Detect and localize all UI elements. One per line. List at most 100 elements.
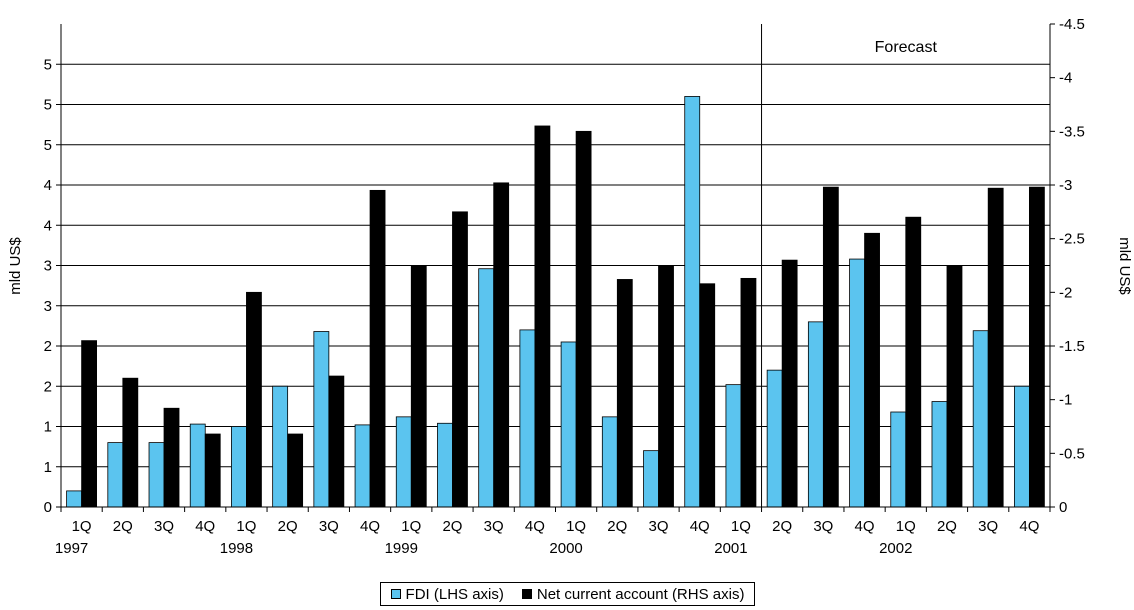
bar-fdi (849, 258, 865, 508)
bar-net-current-account (328, 375, 345, 508)
right-tick-label: -1 (1059, 392, 1072, 409)
bar-net-current-account (575, 130, 592, 508)
quarter-label: 4Q (525, 518, 545, 535)
bar-net-current-account (616, 279, 633, 508)
quarter-label: 2Q (772, 518, 792, 535)
bar-fdi (684, 96, 701, 508)
bar-fdi (66, 490, 83, 508)
bar-net-current-account (122, 377, 139, 508)
right-tick-label: -2 (1059, 284, 1072, 301)
quarter-label: 3Q (978, 518, 998, 535)
bar-net-current-account (246, 291, 262, 508)
right-tick-label: -2.5 (1059, 231, 1085, 248)
bar-fdi (725, 384, 742, 508)
bar-fdi (931, 401, 948, 508)
bar-net-current-account (987, 187, 1004, 508)
left-tick-label: 1 (44, 459, 52, 476)
gridlines (61, 63, 1050, 468)
right-tick-label: -4.5 (1059, 16, 1085, 33)
quarter-label: 1Q (236, 518, 256, 535)
bar-fdi (107, 442, 124, 508)
quarter-label: 4Q (360, 518, 380, 535)
quarter-label: 1Q (896, 518, 916, 535)
year-label: 1997 (55, 540, 88, 557)
left-axis-ticks: 0 1 1 2 2 3 3 4 4 5 5 5 (44, 56, 61, 516)
bar-fdi (354, 424, 371, 508)
bars (66, 96, 1045, 508)
right-tick-label: -4 (1059, 70, 1072, 87)
bar-net-current-account (740, 277, 757, 508)
left-tick-label: 5 (44, 137, 52, 154)
left-tick-label: 0 (44, 499, 52, 516)
quarter-label: 2Q (278, 518, 298, 535)
bar-net-current-account (946, 265, 963, 508)
quarter-label: 4Q (195, 518, 215, 535)
legend: FDI (LHS axis) Net current account (RHS … (380, 582, 755, 606)
bar-net-current-account (204, 433, 221, 508)
bar-net-current-account (658, 265, 674, 508)
bar-net-current-account (905, 216, 922, 508)
legend-item-fdi: FDI (LHS axis) (390, 586, 504, 603)
bar-fdi (807, 321, 824, 508)
bar-fdi (890, 411, 907, 508)
quarter-label: 3Q (319, 518, 339, 535)
left-tick-label: 2 (44, 378, 52, 395)
quarter-label: 1Q (401, 518, 421, 535)
bar-net-current-account (822, 186, 839, 508)
quarter-label: 1Q (72, 518, 92, 535)
legend-label-net-current-account: Net current account (RHS axis) (536, 585, 745, 603)
right-tick-label: -3 (1059, 177, 1072, 194)
quarter-label: 4Q (855, 518, 875, 535)
x-axis-ticks: 1Q 2Q 3Q 4Q 1Q 2Q 3Q 4Q 1Q 2Q 3Q 4Q 1Q 2Q 3Q 4Q 1Q 2Q 3Q 4Q… (55, 507, 1051, 557)
left-tick-label: 3 (44, 258, 52, 275)
quarter-label: 3Q (649, 518, 669, 535)
quarter-label: 2Q (937, 518, 957, 535)
bar-fdi (972, 330, 989, 508)
left-tick-label: 4 (44, 217, 52, 234)
bar-net-current-account (163, 407, 180, 508)
quarter-label: 2Q (113, 518, 133, 535)
right-axis-label: mld US$ (1116, 237, 1133, 295)
left-tick-label: 4 (44, 177, 52, 194)
bar-fdi (313, 331, 330, 508)
quarter-label: 3Q (813, 518, 833, 535)
bar-fdi (231, 426, 247, 508)
bar-fdi (643, 450, 659, 508)
bar-net-current-account (699, 283, 716, 508)
bar-fdi (395, 416, 412, 508)
left-tick-label: 5 (44, 56, 52, 73)
bar-fdi (189, 423, 206, 508)
forecast-annotation: Forecast (875, 39, 938, 56)
left-tick-label: 3 (44, 298, 52, 315)
right-tick-label: -0.5 (1059, 445, 1085, 462)
year-label: 2001 (714, 540, 747, 557)
bar-net-current-account (369, 189, 386, 508)
legend-item-net-current-account: Net current account (RHS axis) (521, 585, 745, 603)
bar-fdi (148, 442, 165, 508)
bar-net-current-account (1028, 186, 1045, 508)
bar-net-current-account (534, 125, 551, 508)
left-tick-label: 5 (44, 97, 52, 114)
bar-fdi (601, 416, 618, 508)
right-tick-label: -1.5 (1059, 338, 1085, 355)
left-tick-label: 1 (44, 419, 52, 436)
bar-net-current-account (864, 232, 880, 508)
bar-fdi (478, 268, 495, 508)
left-tick-label: 2 (44, 338, 52, 355)
left-axis-label: mld US$ (7, 237, 24, 295)
bar-net-current-account (287, 433, 304, 508)
bar-net-current-account (781, 259, 798, 508)
quarter-label: 1Q (731, 518, 751, 535)
legend-swatch-fdi (390, 589, 401, 599)
bar-net-current-account (452, 211, 468, 508)
quarter-label: 2Q (442, 518, 462, 535)
right-tick-label: -3.5 (1059, 123, 1085, 140)
quarter-label: 3Q (154, 518, 174, 535)
quarter-label: 4Q (690, 518, 710, 535)
bar-net-current-account (81, 340, 98, 508)
bar-fdi (272, 385, 289, 508)
year-label: 2002 (879, 540, 912, 557)
legend-swatch-net-current-account (521, 589, 532, 599)
right-axis-ticks: 0 -0.5 -1 -1.5 -2 -2.5 -3 -3.5 -4 -4.5 (1050, 16, 1085, 516)
bar-fdi (560, 341, 577, 508)
